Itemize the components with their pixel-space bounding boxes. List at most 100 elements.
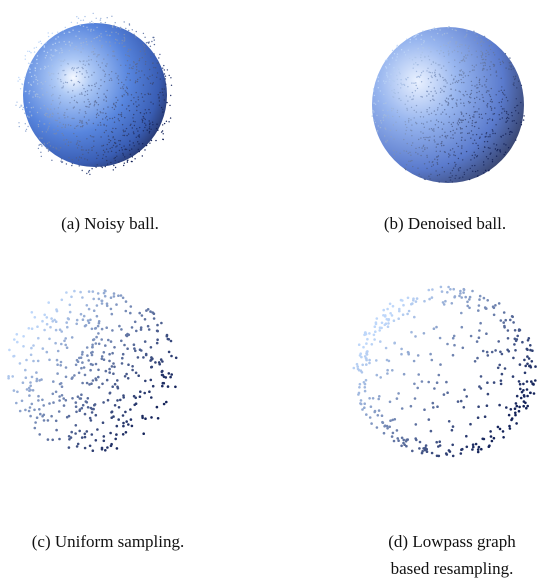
point [137,141,138,142]
point [123,344,126,347]
point [415,423,418,426]
point [70,45,71,46]
point [381,421,384,424]
point [419,76,420,77]
point [138,312,141,315]
point [375,321,378,324]
point [451,429,454,432]
point [499,351,502,354]
point [441,105,442,106]
point [441,68,442,69]
point [101,145,102,146]
point [466,301,469,304]
point [78,67,79,68]
point [117,387,120,390]
point [486,132,487,133]
point [122,124,123,125]
point [504,154,505,155]
point [476,134,477,135]
point [111,32,112,33]
point [400,353,403,356]
point [400,83,401,84]
point [29,51,30,52]
point [72,30,73,31]
point [487,119,488,120]
point [31,85,32,86]
point [31,376,34,379]
point [92,298,95,301]
point [461,132,462,133]
point [509,62,510,63]
point [434,87,435,88]
point [428,289,431,292]
point [436,93,437,94]
page: (a) Noisy ball. (b) Denoised ball. (c) U… [0,0,540,585]
point [115,167,116,168]
point [135,80,136,81]
point [64,344,67,347]
point [47,148,48,149]
point [100,67,101,68]
point [152,122,153,123]
point [143,392,146,395]
point [456,99,457,100]
point [81,94,82,95]
point [428,47,429,48]
point [485,65,486,66]
point [137,356,140,359]
point [434,159,435,160]
point [487,103,488,104]
point [378,409,381,412]
point [452,337,455,340]
point [52,87,53,88]
point [407,77,408,78]
point [358,343,361,346]
point [466,446,469,449]
point [521,124,522,125]
point [451,302,454,305]
point [446,101,447,102]
point [37,80,38,81]
point [428,86,429,87]
point [476,122,477,123]
point [448,51,449,52]
point [441,290,444,293]
point [133,66,134,67]
point [95,129,96,130]
point [400,79,401,80]
point [162,92,163,93]
point [103,58,104,59]
point [439,74,440,75]
point [460,79,461,80]
point [124,46,125,47]
point [406,130,407,131]
point [498,364,501,367]
point [45,67,46,68]
point [440,151,441,152]
point [413,383,416,386]
point [42,83,43,84]
point [493,314,496,317]
point [33,91,34,92]
point [58,59,59,60]
point [34,427,37,430]
point [450,149,451,150]
point [361,371,364,374]
point [135,330,138,333]
point [144,50,145,51]
point [76,319,79,322]
point [125,54,126,55]
point [135,82,136,83]
point [501,373,504,376]
point [500,64,501,65]
point [417,34,418,35]
point [52,44,53,45]
point [399,116,400,117]
point [434,139,435,140]
point [86,41,87,42]
point [379,326,382,329]
point [61,394,64,397]
point [96,114,97,115]
point [165,78,166,79]
point [438,64,439,65]
